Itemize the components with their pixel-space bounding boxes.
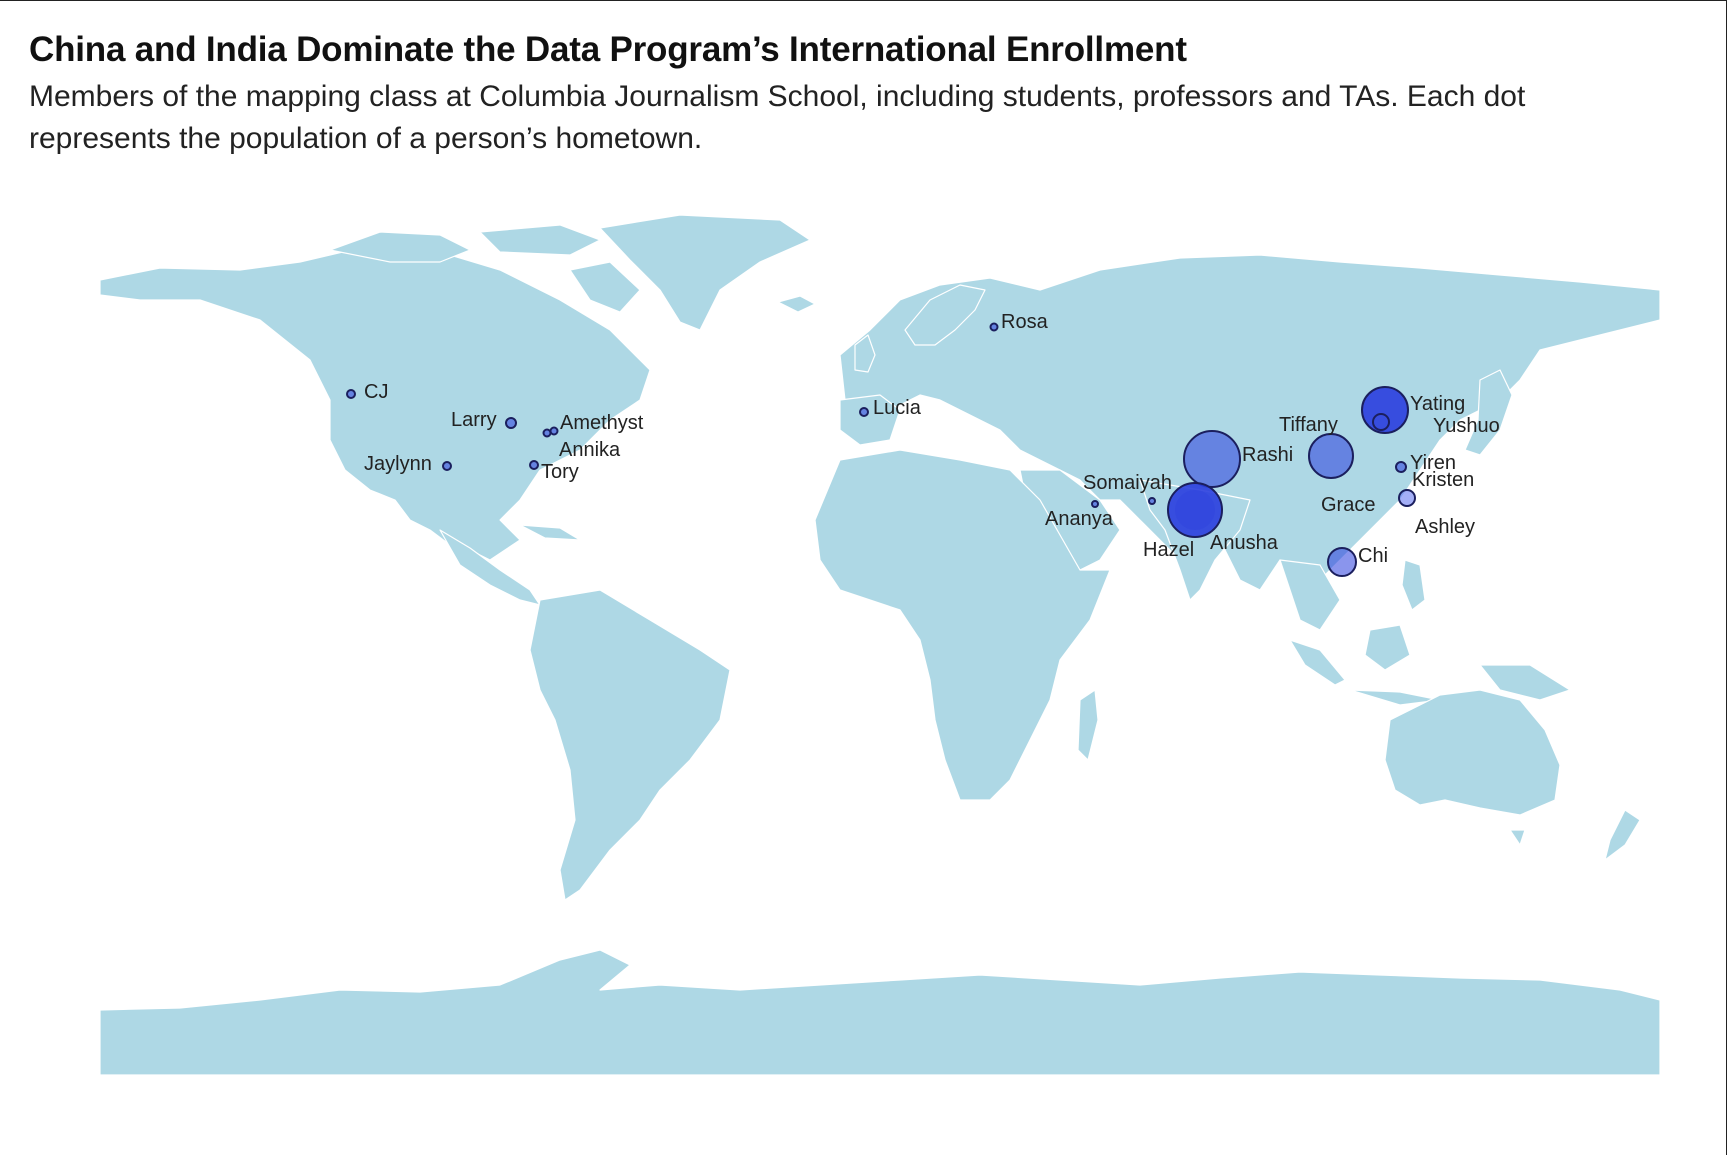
landmass-iceland <box>777 295 816 313</box>
dot-ananya[interactable] <box>1091 500 1099 508</box>
landmass-madagascar <box>1077 689 1099 761</box>
dot-tory[interactable] <box>529 460 539 470</box>
label-cj: CJ <box>364 381 388 403</box>
dot-larry[interactable] <box>505 417 517 429</box>
landmass-north-america <box>99 247 651 561</box>
chart-title: China and India Dominate the Data Progra… <box>29 30 1187 69</box>
landmass-antarctica <box>99 949 1661 1076</box>
hometown-dots: CJ Larry Amethyst Annika Tory Jaylynn Ro… <box>346 311 1500 577</box>
label-lucia: Lucia <box>873 397 922 419</box>
label-kristen: Kristen <box>1412 469 1474 491</box>
label-somaiyah: Somaiyah <box>1083 472 1172 494</box>
dot-annika[interactable] <box>542 428 552 438</box>
landmass-arctic-islands-2 <box>479 224 601 256</box>
landmass-borneo <box>1364 624 1411 671</box>
dot-yiren[interactable] <box>1395 461 1407 473</box>
landmass-tasmania <box>1509 829 1526 846</box>
dot-lucia[interactable] <box>859 407 869 417</box>
landmass-southeast-asia <box>1279 559 1341 631</box>
dot-anusha[interactable] <box>1175 490 1215 530</box>
dot-rosa[interactable] <box>989 322 999 332</box>
landmass-sumatra <box>1289 639 1346 686</box>
label-rashi: Rashi <box>1242 444 1293 466</box>
label-larry: Larry <box>451 409 497 431</box>
dot-yushuo[interactable] <box>1372 413 1390 431</box>
label-chi: Chi <box>1358 545 1388 567</box>
label-anusha: Anusha <box>1210 532 1279 554</box>
label-grace: Grace <box>1321 494 1375 516</box>
label-yating: Yating <box>1410 393 1465 415</box>
landmass-australia <box>1384 689 1561 816</box>
landmass-iberia <box>839 394 901 446</box>
label-ananya: Ananya <box>1045 508 1114 530</box>
dot-hazel[interactable] <box>1167 482 1223 538</box>
dot-kristen[interactable] <box>1398 489 1416 507</box>
landmass-scandinavia <box>904 284 986 346</box>
dot-chi[interactable] <box>1327 547 1357 577</box>
dot-rashi[interactable] <box>1183 430 1241 488</box>
label-ashley: Ashley <box>1415 516 1475 538</box>
label-yiren: Yiren <box>1410 452 1456 474</box>
dot-cj[interactable] <box>346 389 356 399</box>
dot-tiffany[interactable] <box>1308 433 1354 479</box>
label-hazel: Hazel <box>1143 539 1194 561</box>
label-amethyst: Amethyst <box>560 412 644 434</box>
chart-subtitle: Members of the mapping class at Columbia… <box>29 80 1526 155</box>
label-annika: Annika <box>559 439 621 461</box>
label-tiffany: Tiffany <box>1279 414 1338 436</box>
landmass-new-guinea <box>1479 664 1571 701</box>
landmass-arctic-islands <box>329 231 471 263</box>
landmass-baffin <box>569 261 641 313</box>
landmass-japan <box>1464 369 1513 456</box>
dot-somaiyah[interactable] <box>1148 497 1156 505</box>
landmass-greenland <box>599 214 811 331</box>
label-yushuo: Yushuo <box>1433 415 1500 437</box>
landmass-new-zealand <box>1604 809 1641 861</box>
dot-jaylynn[interactable] <box>442 461 452 471</box>
label-jaylynn: Jaylynn <box>364 453 432 475</box>
landmass-africa <box>814 449 1111 801</box>
dot-yating[interactable] <box>1361 386 1409 434</box>
landmass-philippines <box>1401 559 1426 611</box>
label-rosa: Rosa <box>1001 311 1049 333</box>
dot-amethyst[interactable] <box>549 426 559 436</box>
landmass-south-america <box>529 589 731 901</box>
landmass-britain <box>854 334 876 373</box>
landmass-cuba <box>519 524 581 541</box>
label-tory: Tory <box>541 461 579 483</box>
